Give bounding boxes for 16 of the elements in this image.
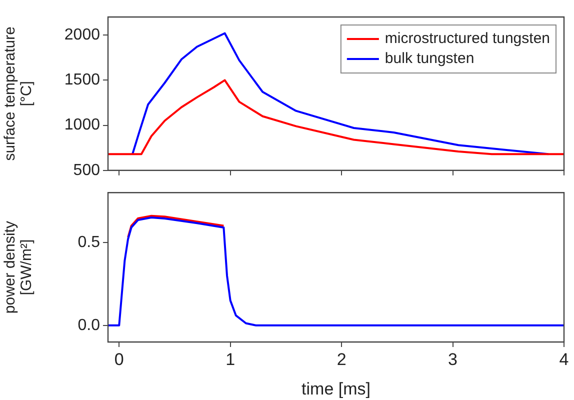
y-tick-label: 0.5 (78, 234, 100, 251)
y-axis-title: surface temperature [°C] (1, 26, 35, 161)
x-axis-title: time [ms] (302, 379, 370, 398)
y-tick-label: 1500 (64, 72, 100, 89)
y-tick-label: 0.0 (78, 316, 100, 334)
y-tick-label: 2000 (64, 26, 100, 44)
y-tick-label: 1000 (64, 116, 100, 134)
y-axis-title: power density [GW/m²] (1, 220, 35, 314)
x-tick-label: 1 (226, 350, 236, 369)
legend-label: bulk tungsten (384, 50, 474, 68)
y-tick-label: 500 (73, 162, 100, 179)
x-tick-label: 3 (448, 350, 458, 369)
x-tick-label: 0 (114, 350, 124, 369)
x-tick-label: 4 (559, 350, 569, 369)
x-tick-label: 2 (336, 350, 346, 369)
legend-label: microstructured tungsten (384, 30, 550, 48)
